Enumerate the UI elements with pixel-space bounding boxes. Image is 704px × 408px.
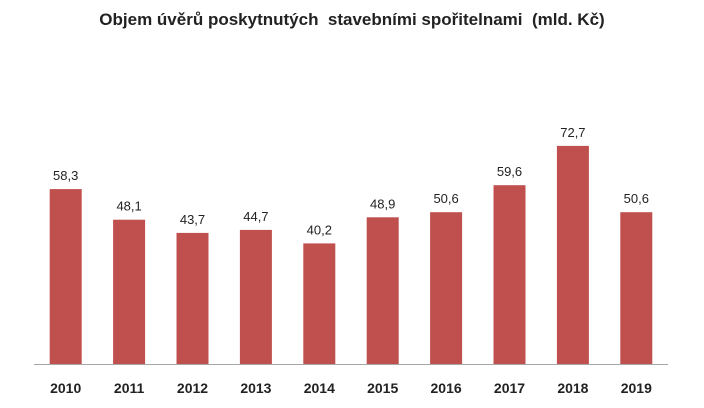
data-label-2019: 50,6 — [624, 191, 649, 206]
chart-title: Objem úvěrů poskytnutých stavebními spoř… — [99, 10, 605, 29]
x-tick-label-2010: 2010 — [50, 380, 81, 396]
bar-2010 — [49, 189, 82, 364]
bar-2013 — [239, 229, 272, 364]
bar-2018 — [556, 145, 589, 364]
data-label-2014: 40,2 — [307, 222, 332, 237]
bar-2011 — [113, 219, 146, 364]
data-label-2018: 72,7 — [560, 125, 585, 140]
x-tick-label-2012: 2012 — [177, 380, 208, 396]
x-tick-label-2018: 2018 — [557, 380, 588, 396]
x-tick-labels-layer: 2010 2011 2012 2013 2014 2015 2016 2017 2018 2019 — [50, 380, 652, 396]
x-tick-label-2015: 2015 — [367, 380, 398, 396]
x-tick-label-2016: 2016 — [431, 380, 462, 396]
data-label-2012: 43,7 — [180, 212, 205, 227]
data-label-2013: 44,7 — [243, 209, 268, 224]
bar-2017 — [493, 185, 526, 364]
bar-2014 — [303, 243, 336, 364]
data-label-2011: 48,1 — [116, 199, 141, 214]
data-label-2016: 50,6 — [433, 191, 458, 206]
x-tick-label-2013: 2013 — [240, 380, 271, 396]
bar-2012 — [176, 232, 209, 364]
bars-layer — [49, 145, 653, 364]
data-labels-layer: 58,3 48,1 43,7 44,7 40,2 48,9 50,6 59,6 72,7 50,6 — [53, 125, 649, 238]
data-label-2010: 58,3 — [53, 168, 78, 183]
bar-2019 — [620, 212, 653, 364]
x-tick-label-2011: 2011 — [114, 380, 145, 396]
x-tick-label-2014: 2014 — [304, 380, 335, 396]
x-tick-label-2017: 2017 — [494, 380, 525, 396]
data-label-2015: 48,9 — [370, 196, 395, 211]
bar-2015 — [366, 217, 399, 364]
x-tick-label-2019: 2019 — [621, 380, 652, 396]
bar-2016 — [430, 212, 463, 364]
data-label-2017: 59,6 — [497, 164, 522, 179]
